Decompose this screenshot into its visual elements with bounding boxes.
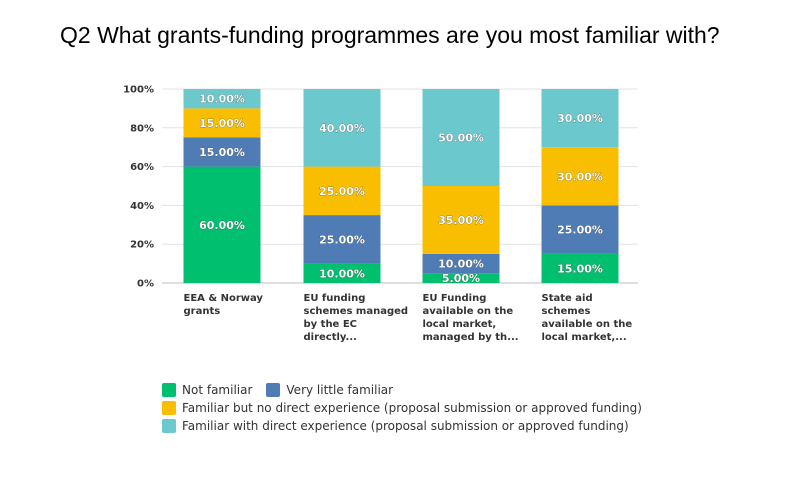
legend-label: Not familiar <box>182 383 253 397</box>
bar-segment <box>422 253 500 274</box>
data-label: 15.00% <box>199 146 245 159</box>
data-label: 35.00% <box>438 214 484 227</box>
x-category-label: grants <box>184 306 221 317</box>
legend-item-very-little-familiar: Very little familiar <box>266 383 393 397</box>
x-category-label: available on the <box>542 319 633 330</box>
data-label: 5.00% <box>442 272 480 285</box>
y-tick-label: 40% <box>130 201 154 212</box>
bar-segment <box>183 108 261 138</box>
bar-segment <box>541 89 619 148</box>
legend-item-familiar-no-experience: Familiar but no direct experience (propo… <box>162 401 642 415</box>
y-tick-label: 0% <box>137 279 154 290</box>
bar-segment <box>303 166 381 216</box>
legend-label: Very little familiar <box>286 383 394 397</box>
bar-segment <box>303 89 381 167</box>
x-category-label: by the EC <box>304 319 358 330</box>
data-label: 60.00% <box>199 219 245 232</box>
data-label: 50.00% <box>438 132 484 145</box>
legend-item-familiar-with-experience: Familiar with direct experience (proposa… <box>162 419 629 433</box>
legend-swatch <box>162 401 176 415</box>
y-tick-label: 80% <box>130 123 154 134</box>
stacked-bar-chart: 0% 20% 40% 60% 80% 100% 60.00% 15.00% 15.00% 10.0… <box>123 85 638 343</box>
data-label: 25.00% <box>557 224 603 237</box>
bar-segment <box>183 166 261 283</box>
legend-swatch <box>162 383 176 397</box>
x-category-label: EU funding <box>304 293 366 304</box>
y-tick-label: 100% <box>123 85 154 96</box>
bar-segment <box>541 147 619 206</box>
bar-segment <box>183 137 261 167</box>
x-category-label: schemes <box>542 306 591 317</box>
chart-title: Q2 What grants-funding programmes are yo… <box>60 22 720 48</box>
bar-segment <box>183 89 261 109</box>
legend-item-not-familiar: Not familiar <box>162 383 252 397</box>
legend-row-3: Familiar with direct experience (proposa… <box>162 417 656 435</box>
data-label: 10.00% <box>319 267 365 280</box>
x-category-label: local market,... <box>542 332 627 343</box>
x-category-label: managed by th... <box>423 332 519 343</box>
bar-segment <box>422 89 500 186</box>
data-label: 40.00% <box>319 122 365 135</box>
data-label: 30.00% <box>557 170 603 183</box>
bar-segment <box>541 205 619 254</box>
legend-label: Familiar but no direct experience (propo… <box>182 401 642 415</box>
data-label: 25.00% <box>319 185 365 198</box>
x-category-label: State aid <box>542 293 593 304</box>
bar-segment <box>303 215 381 264</box>
data-label: 10.00% <box>199 93 245 106</box>
legend-row-1: Not familiar Very little familiar <box>162 381 656 399</box>
x-category-label: directly... <box>304 332 357 343</box>
x-category-label: schemes managed <box>304 306 409 317</box>
bar-segment <box>422 273 500 283</box>
data-label: 10.00% <box>438 258 484 271</box>
y-tick-label: 20% <box>130 240 154 251</box>
bar-segment <box>303 263 381 283</box>
legend-row-2: Familiar but no direct experience (propo… <box>162 399 656 417</box>
data-label: 25.00% <box>319 233 365 246</box>
legend-swatch <box>266 383 281 397</box>
data-label: 30.00% <box>557 112 603 125</box>
bar-segment <box>541 253 619 283</box>
data-label: 15.00% <box>199 117 245 130</box>
bar-segment <box>422 186 500 254</box>
chart-legend: Not familiar Very little familiar Famili… <box>162 381 656 435</box>
legend-swatch <box>162 419 176 433</box>
x-category-label: available on the <box>423 306 514 317</box>
x-category-label: EEA & Norway <box>184 293 264 304</box>
x-category-label: EU Funding <box>423 293 487 304</box>
x-category-label: local market, <box>423 319 497 330</box>
y-tick-label: 60% <box>130 162 154 173</box>
data-label: 15.00% <box>557 262 603 275</box>
legend-label: Familiar with direct experience (proposa… <box>182 419 629 433</box>
